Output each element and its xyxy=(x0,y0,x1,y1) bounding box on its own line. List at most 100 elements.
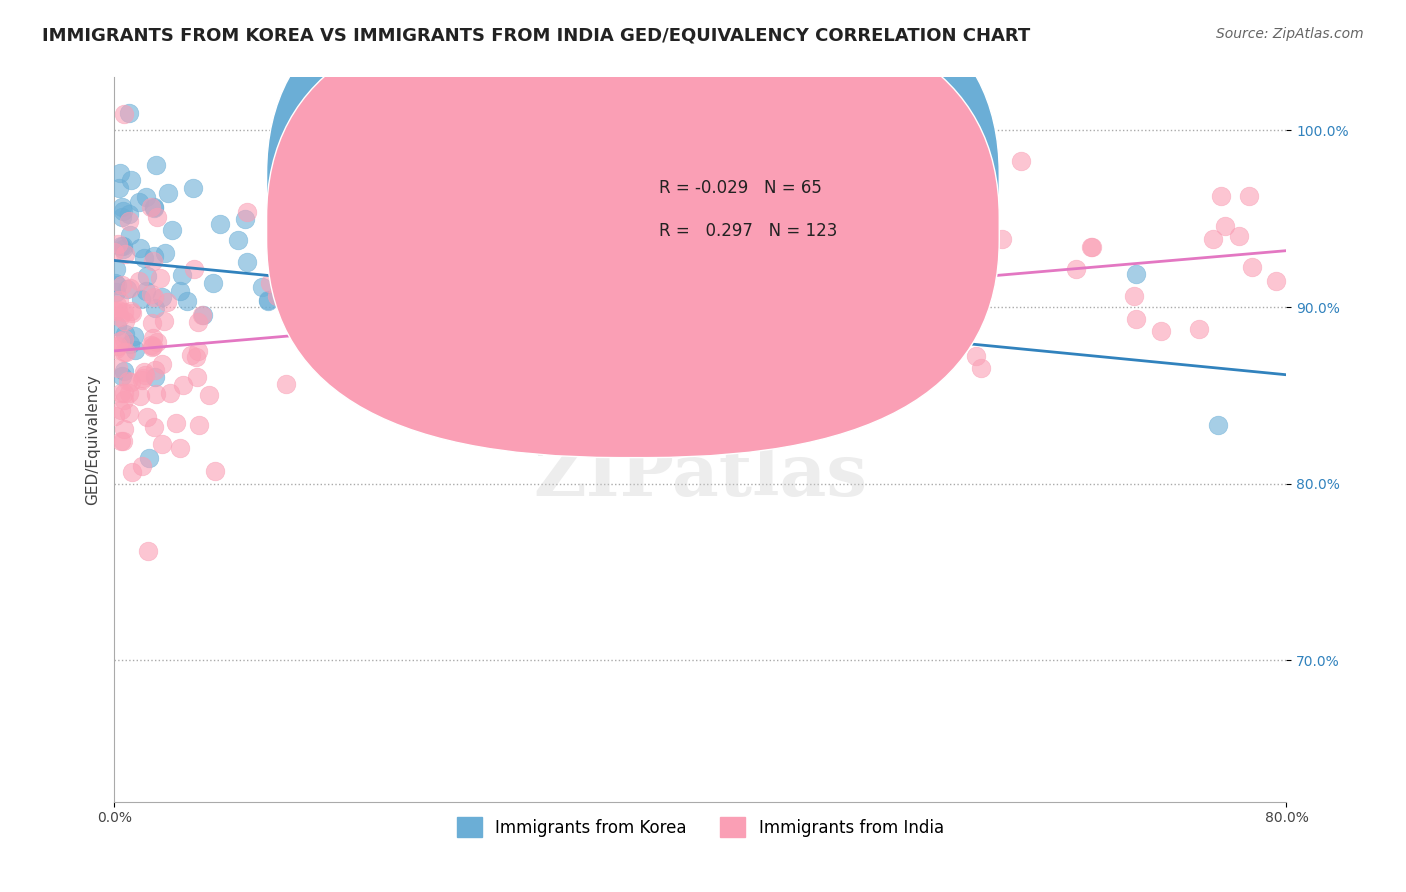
Point xyxy=(160,223,183,237)
Point xyxy=(186,370,208,384)
Point xyxy=(118,385,141,400)
Point xyxy=(145,158,167,172)
Point xyxy=(139,200,162,214)
Point xyxy=(112,332,135,346)
Point xyxy=(450,359,472,373)
Point xyxy=(180,348,202,362)
Point xyxy=(117,374,139,388)
Point xyxy=(153,245,176,260)
Point xyxy=(190,308,212,322)
Point xyxy=(138,544,160,558)
Point xyxy=(121,305,143,319)
Point xyxy=(1188,322,1211,336)
Point xyxy=(141,316,163,330)
Point xyxy=(107,361,129,376)
Point xyxy=(143,248,166,262)
Point xyxy=(911,235,934,249)
Point xyxy=(114,314,136,328)
Point xyxy=(131,459,153,474)
Point xyxy=(112,385,135,400)
Point xyxy=(135,285,157,299)
Point xyxy=(136,410,159,425)
Point xyxy=(134,251,156,265)
Point xyxy=(256,293,278,307)
Point xyxy=(114,326,136,341)
Point xyxy=(120,173,142,187)
Point xyxy=(575,245,598,260)
Point xyxy=(143,420,166,434)
Point xyxy=(121,466,143,480)
Point xyxy=(104,276,127,290)
Point xyxy=(120,227,142,242)
Point xyxy=(112,305,135,319)
Point xyxy=(634,339,657,353)
Point xyxy=(1064,262,1087,277)
Point xyxy=(112,344,135,359)
Point xyxy=(963,285,986,300)
Point xyxy=(120,375,142,389)
Text: R = -0.029   N = 65: R = -0.029 N = 65 xyxy=(659,178,823,197)
Point xyxy=(114,247,136,261)
Point xyxy=(568,169,591,184)
Point xyxy=(257,293,280,308)
Point xyxy=(110,239,132,253)
Point xyxy=(143,301,166,316)
Point xyxy=(146,211,169,225)
FancyBboxPatch shape xyxy=(267,0,1000,414)
Point xyxy=(117,281,139,295)
Point xyxy=(187,417,209,432)
Point xyxy=(142,339,165,353)
Point xyxy=(1202,232,1225,246)
Point xyxy=(208,217,231,231)
Point xyxy=(118,281,141,295)
Point xyxy=(184,350,207,364)
Point xyxy=(1237,188,1260,202)
Point xyxy=(128,194,150,209)
Point xyxy=(349,348,371,362)
Point xyxy=(108,166,131,180)
Point xyxy=(124,343,146,358)
Point xyxy=(122,328,145,343)
Point xyxy=(1209,188,1232,202)
Point xyxy=(181,181,204,195)
Point xyxy=(186,315,208,329)
Point xyxy=(226,233,249,247)
Point xyxy=(235,255,257,269)
Point xyxy=(110,434,132,448)
Point xyxy=(880,272,903,286)
Point xyxy=(187,343,209,358)
Point xyxy=(432,304,454,318)
Point xyxy=(159,385,181,400)
Point xyxy=(169,441,191,455)
Point xyxy=(112,107,135,121)
Point xyxy=(110,402,132,417)
Point xyxy=(107,293,129,307)
Point xyxy=(107,339,129,353)
Point xyxy=(965,349,987,363)
Point xyxy=(474,334,496,348)
Point xyxy=(103,245,125,260)
Point xyxy=(394,319,416,334)
Point xyxy=(120,303,142,318)
Point xyxy=(142,331,165,345)
Point xyxy=(1080,240,1102,254)
Text: Source: ZipAtlas.com: Source: ZipAtlas.com xyxy=(1216,27,1364,41)
Point xyxy=(897,254,920,268)
Point xyxy=(191,308,214,322)
Point xyxy=(235,205,257,219)
Point xyxy=(423,273,446,287)
Point xyxy=(104,285,127,300)
Point xyxy=(142,254,165,268)
Point xyxy=(619,238,641,252)
Legend: Immigrants from Korea, Immigrants from India: Immigrants from Korea, Immigrants from I… xyxy=(450,810,950,844)
Point xyxy=(142,200,165,214)
FancyBboxPatch shape xyxy=(267,0,1000,458)
Point xyxy=(143,362,166,376)
Point xyxy=(111,210,134,224)
Point xyxy=(145,387,167,401)
Point xyxy=(153,314,176,328)
Point xyxy=(134,368,156,382)
Point xyxy=(782,262,804,277)
Point xyxy=(1080,239,1102,253)
Point xyxy=(139,286,162,301)
